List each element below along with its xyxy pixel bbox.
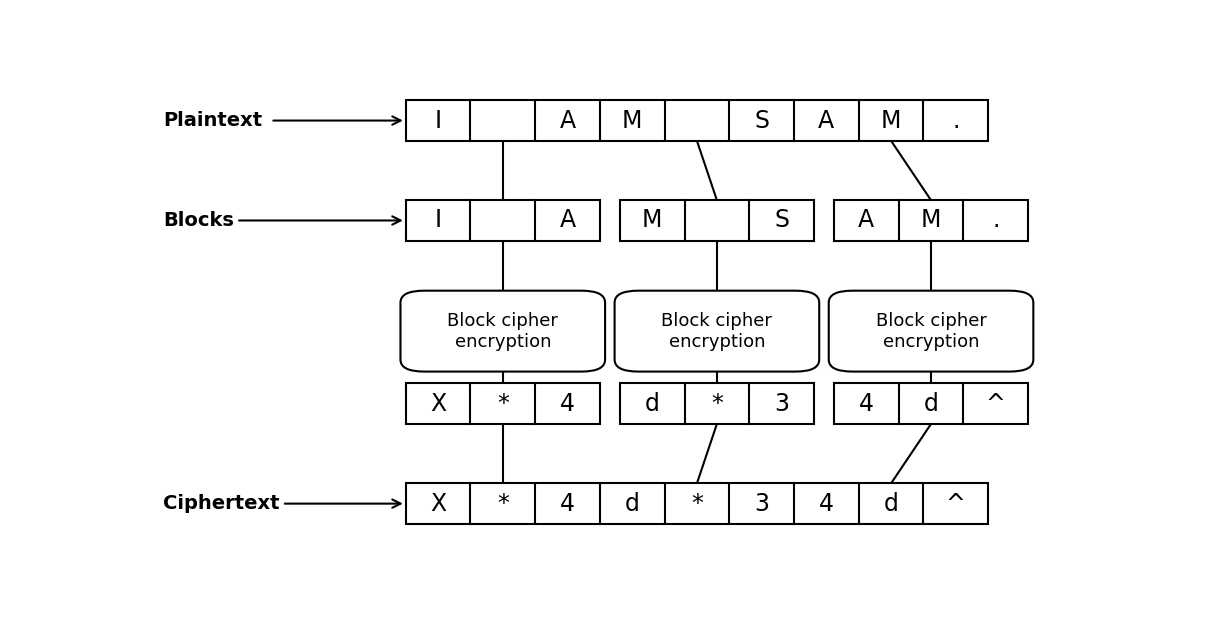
Bar xyxy=(620,383,814,424)
Text: X: X xyxy=(430,392,446,416)
Bar xyxy=(405,100,989,141)
Text: M: M xyxy=(642,208,662,232)
Bar xyxy=(620,200,814,240)
Text: Blocks: Blocks xyxy=(163,211,233,230)
FancyBboxPatch shape xyxy=(614,290,819,371)
Text: S: S xyxy=(754,109,769,132)
Text: Block cipher
encryption: Block cipher encryption xyxy=(662,311,772,350)
Text: *: * xyxy=(497,392,508,416)
Text: A: A xyxy=(858,208,874,232)
Text: I: I xyxy=(435,208,442,232)
FancyBboxPatch shape xyxy=(829,290,1033,371)
Text: *: * xyxy=(711,392,723,416)
Text: d: d xyxy=(884,492,899,515)
Text: I: I xyxy=(435,109,442,132)
Text: M: M xyxy=(921,208,941,232)
Text: d: d xyxy=(923,392,938,416)
Text: Ciphertext: Ciphertext xyxy=(163,494,280,513)
Text: .: . xyxy=(992,208,1000,232)
Text: 4: 4 xyxy=(858,392,874,416)
Text: *: * xyxy=(497,492,508,515)
Text: S: S xyxy=(774,208,790,232)
Text: 4: 4 xyxy=(560,492,575,515)
FancyBboxPatch shape xyxy=(400,290,605,371)
Text: 3: 3 xyxy=(774,392,790,416)
Text: Plaintext: Plaintext xyxy=(163,111,262,130)
Bar xyxy=(834,200,1028,240)
Bar xyxy=(405,483,989,524)
Text: A: A xyxy=(560,208,576,232)
Text: d: d xyxy=(645,392,659,416)
Text: .: . xyxy=(952,109,959,132)
Text: ^: ^ xyxy=(946,492,965,515)
Text: A: A xyxy=(818,109,834,132)
Bar xyxy=(405,200,599,240)
Text: d: d xyxy=(625,492,640,515)
Text: A: A xyxy=(560,109,576,132)
Text: Block cipher
encryption: Block cipher encryption xyxy=(876,311,986,350)
Text: 3: 3 xyxy=(754,492,769,515)
Text: X: X xyxy=(430,492,446,515)
Text: 4: 4 xyxy=(819,492,834,515)
Bar xyxy=(405,383,599,424)
Text: Block cipher
encryption: Block cipher encryption xyxy=(447,311,559,350)
Text: M: M xyxy=(880,109,901,132)
Text: *: * xyxy=(691,492,702,515)
Bar xyxy=(834,383,1028,424)
Text: M: M xyxy=(623,109,642,132)
Text: 4: 4 xyxy=(560,392,575,416)
Text: ^: ^ xyxy=(986,392,1006,416)
